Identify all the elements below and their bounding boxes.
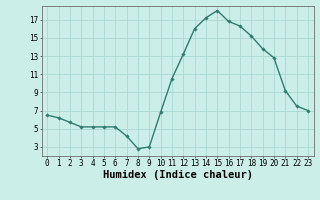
X-axis label: Humidex (Indice chaleur): Humidex (Indice chaleur)	[103, 170, 252, 180]
